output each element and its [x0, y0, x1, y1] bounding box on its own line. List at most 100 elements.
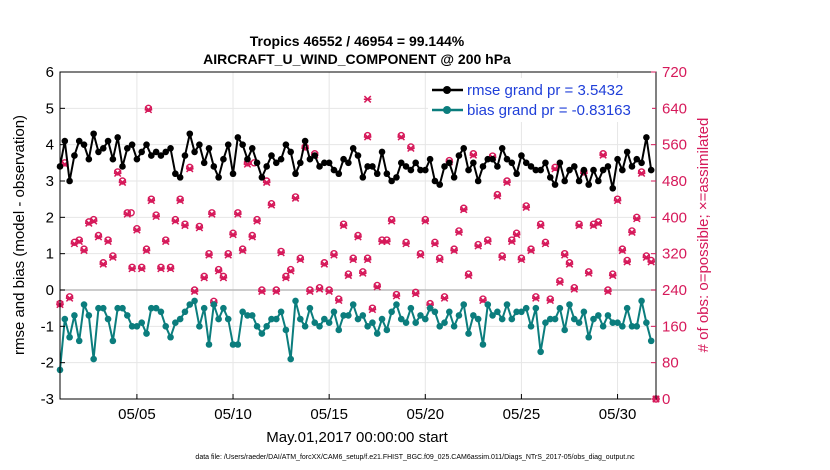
obs-assimilated-marker: [238, 246, 247, 255]
y-tick-label: 5: [46, 100, 54, 117]
bias-point: [128, 323, 136, 330]
bias-point: [114, 304, 121, 312]
rmse-point: [585, 181, 593, 188]
obs-assimilated-marker: [608, 271, 617, 280]
obs-assimilated-marker: [296, 255, 305, 264]
obs-assimilated-marker: [483, 237, 492, 246]
obs-possible-marker: [431, 238, 439, 247]
legend: rmse grand pr = 3.5432 bias grand pr = -…: [428, 78, 652, 122]
bias-point: [239, 308, 246, 316]
rmse-point: [148, 152, 155, 159]
obs-assimilated-marker: [253, 217, 261, 225]
bias-point: [585, 333, 593, 341]
obs-possible-marker: [503, 177, 511, 185]
bias-point: [277, 308, 285, 316]
obs-assimilated-marker: [469, 151, 478, 159]
obs-assimilated-marker: [214, 267, 223, 275]
obs-possible-marker: [613, 195, 622, 203]
obs-possible-marker: [565, 259, 574, 267]
obs-assimilated-marker: [208, 210, 216, 218]
obs-assimilated-marker: [363, 95, 372, 103]
x-tick-label: 05/10: [214, 406, 252, 423]
bias-point: [258, 330, 266, 337]
obs-possible-marker: [450, 245, 458, 253]
bias-point: [90, 355, 97, 363]
obs-possible-marker: [570, 284, 578, 292]
obs-possible-marker: [541, 238, 550, 247]
obs-possible-marker: [258, 286, 266, 294]
bias-point: [373, 330, 381, 337]
obs-possible-marker: [267, 200, 276, 208]
rmse-point: [244, 155, 251, 163]
rmse-point: [340, 155, 347, 163]
rmse-point: [292, 170, 299, 178]
bias-point: [561, 326, 568, 334]
obs-possible-marker: [104, 236, 112, 244]
bias-point: [599, 323, 607, 330]
obs-possible-marker: [609, 270, 617, 278]
obs-assimilated-marker: [272, 287, 281, 296]
bias-point: [215, 315, 222, 323]
rmse-point: [633, 155, 641, 163]
rmse-point: [431, 177, 439, 185]
obs-possible-marker: [94, 231, 103, 240]
bias-point: [503, 301, 511, 308]
rmse-point: [196, 141, 203, 148]
rmse-point: [123, 145, 131, 152]
y-right-tick-label: 480: [662, 173, 687, 190]
obs-assimilated-marker: [113, 169, 122, 178]
obs-possible-marker: [291, 193, 300, 201]
bias-point: [104, 315, 112, 323]
bias-point: [205, 341, 213, 348]
rmse-point: [287, 148, 295, 156]
bias-point: [311, 319, 319, 327]
plot-frame: [59, 71, 657, 400]
rmse-point: [66, 177, 73, 185]
obs-possible-marker: [306, 286, 314, 294]
obs-assimilated-marker: [541, 239, 550, 248]
rmse-point: [234, 134, 242, 141]
bias-point: [522, 304, 530, 312]
obs-assimilated-marker: [647, 258, 655, 266]
obs-possible-marker: [407, 143, 415, 151]
bias-point: [623, 304, 631, 312]
bias-point: [479, 341, 487, 348]
bias-point: [647, 337, 655, 345]
rmse-point: [489, 155, 496, 163]
obs-possible-marker: [190, 286, 199, 294]
rmse-point: [297, 159, 304, 167]
obs-possible-marker: [387, 215, 396, 224]
bias-point: [99, 304, 107, 312]
bias-point: [619, 323, 626, 330]
rmse-point: [580, 166, 588, 174]
rmse-point: [272, 159, 280, 167]
rmse-point: [133, 155, 141, 163]
bias-point: [80, 301, 88, 308]
y-tick-label: 4: [46, 137, 54, 154]
bias-point: [566, 301, 573, 308]
obs-possible-marker: [287, 265, 295, 274]
obs-possible-marker: [474, 240, 482, 249]
obs-assimilated-marker: [161, 237, 170, 246]
chart-subtitle: AIRCRAFT_U_WIND_COMPONENT @ 200 hPa: [203, 51, 511, 67]
bias-point: [556, 304, 564, 312]
rmse-point: [551, 181, 559, 188]
bias-point: [609, 319, 617, 327]
obs-assimilated-marker: [142, 246, 151, 255]
rmse-point: [114, 134, 121, 141]
obs-assimilated-marker: [493, 192, 502, 200]
y-axis-right-label: # of obs: o=possible; ×=assimilated: [695, 118, 712, 353]
bias-point: [229, 341, 237, 348]
rmse-point: [162, 148, 170, 156]
bias-point: [532, 304, 540, 312]
obs-assimilated-marker: [325, 287, 333, 296]
obs-possible-marker: [253, 215, 261, 224]
rmse-point: [104, 137, 112, 145]
rmse-point: [99, 145, 107, 152]
obs-assimilated-marker: [181, 221, 189, 230]
rmse-point: [465, 166, 472, 174]
bias-point: [614, 319, 621, 327]
bias-point: [66, 333, 73, 341]
bias-point: [378, 315, 386, 323]
